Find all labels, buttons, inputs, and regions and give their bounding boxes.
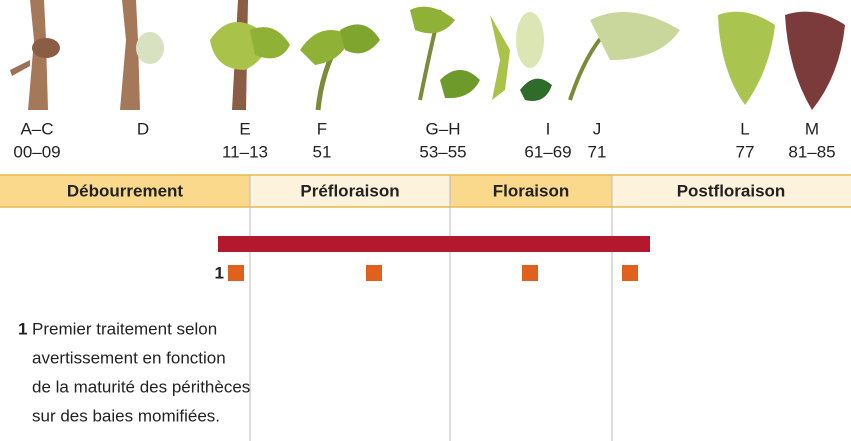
footnote-line: Premier traitement selon [32, 319, 217, 338]
phase-label: Postfloraison [677, 181, 786, 200]
stage-letter: G–H [426, 119, 461, 138]
footnote-line: de la maturité des périthèces [32, 377, 250, 396]
stage-code: 81–85 [788, 142, 835, 161]
stage-code: 53–55 [419, 142, 466, 161]
stage-letter: M [805, 119, 819, 138]
diagram: A–C 00–09 D E 11–13 F 51 G–H 53–55 I 61–69 J 71 L 77 M 8… [0, 0, 851, 441]
treatment-marker [522, 265, 538, 281]
phase-label: Floraison [493, 181, 570, 200]
footnote-line: sur des baies momifiées. [32, 406, 220, 425]
stage-letter: L [740, 119, 749, 138]
stage-letter: I [546, 119, 551, 138]
treatment-marker [366, 265, 382, 281]
treatment-marker [622, 265, 638, 281]
stage-code: 71 [588, 142, 607, 161]
stage-letter: D [137, 119, 149, 138]
treatment-marker [228, 265, 244, 281]
phase-label: Préfloraison [300, 181, 399, 200]
phase-label: Débourrement [67, 181, 184, 200]
treatment-period [218, 236, 650, 252]
stage-code: 61–69 [524, 142, 571, 161]
stage-letter: J [593, 119, 602, 138]
stage-code: 77 [736, 142, 755, 161]
stage-letter: F [317, 119, 327, 138]
stage-code: 00–09 [13, 142, 60, 161]
stage-code: 11–13 [222, 142, 268, 161]
footnote-number: 1 [18, 319, 27, 338]
vine-photos [10, 0, 845, 110]
stage-code: 51 [313, 142, 332, 161]
stage-letter: A–C [20, 119, 53, 138]
footnote-line: avertissement en fonction [32, 348, 226, 367]
stage-letter: E [239, 119, 250, 138]
marker-label: 1 [215, 263, 224, 282]
